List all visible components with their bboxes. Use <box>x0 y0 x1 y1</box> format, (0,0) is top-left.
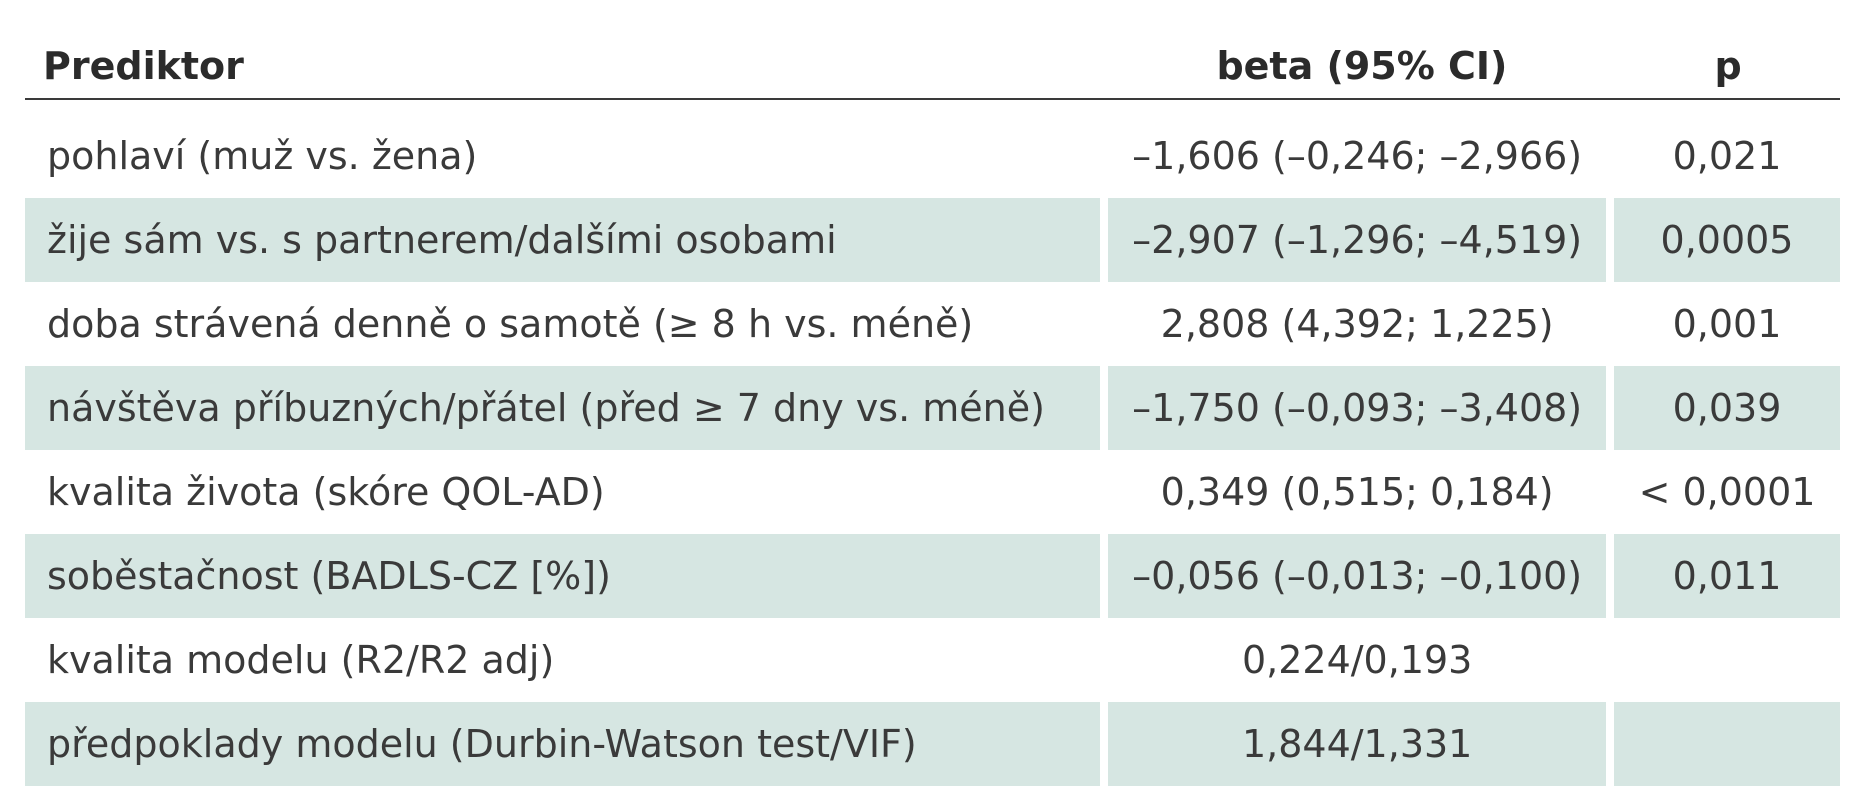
column-gap <box>1608 88 1617 98</box>
table-row: kvalita života (skóre QOL-AD) 0,349 (0,5… <box>25 450 1840 534</box>
column-gap <box>1606 450 1615 534</box>
cell-beta: –0,056 (–0,013; –0,100) <box>1108 534 1607 618</box>
column-gap <box>1100 702 1109 786</box>
cell-predictor: kvalita modelu (R2/R2 adj) <box>47 638 555 682</box>
table-row: předpoklady modelu (Durbin-Watson test/V… <box>25 702 1840 786</box>
cell-predictor: pohlaví (muž vs. žena) <box>47 134 478 178</box>
cell-predictor: kvalita života (skóre QOL-AD) <box>47 470 605 514</box>
cell-beta: 0,224/0,193 <box>1241 638 1473 682</box>
table-row: pohlaví (muž vs. žena) –1,606 (–0,246; –… <box>25 114 1840 198</box>
cell-p: 0,011 <box>1614 534 1840 618</box>
header-predictor: Prediktor <box>43 44 244 88</box>
cell-p: 0,021 <box>1672 134 1782 178</box>
column-gap <box>1100 450 1109 534</box>
cell-p: < 0,0001 <box>1638 470 1816 514</box>
cell-predictor: návštěva příbuzných/přátel (před ≥ 7 dny… <box>25 366 1101 450</box>
cell-beta: –1,606 (–0,246; –2,966) <box>1132 134 1583 178</box>
header-spacer <box>25 100 1840 114</box>
table-header-row: Prediktor beta (95% CI) p <box>25 30 1840 100</box>
table-row: návštěva příbuzných/přátel (před ≥ 7 dny… <box>25 366 1840 450</box>
cell-p: 0,0005 <box>1614 198 1840 282</box>
cell-beta: –1,750 (–0,093; –3,408) <box>1108 366 1607 450</box>
cell-beta: –2,907 (–1,296; –4,519) <box>1108 198 1607 282</box>
column-gap <box>1606 702 1615 786</box>
column-gap <box>1606 366 1615 450</box>
cell-predictor: předpoklady modelu (Durbin-Watson test/V… <box>25 702 1101 786</box>
cell-p: 0,039 <box>1614 366 1840 450</box>
column-gap <box>1100 618 1109 702</box>
cell-beta: 1,844/1,331 <box>1108 702 1607 786</box>
cell-predictor: soběstačnost (BADLS-CZ [%]) <box>25 534 1101 618</box>
column-gap <box>1606 198 1615 282</box>
table-row: soběstačnost (BADLS-CZ [%]) –0,056 (–0,0… <box>25 534 1840 618</box>
table-row: žije sám vs. s partnerem/dalšími osobami… <box>25 198 1840 282</box>
column-gap <box>1606 534 1615 618</box>
column-gap <box>1100 198 1109 282</box>
regression-table: Prediktor beta (95% CI) p pohlaví (muž v… <box>25 30 1840 786</box>
cell-predictor: doba strávená denně o samotě (≥ 8 h vs. … <box>47 302 974 346</box>
cell-predictor: žije sám vs. s partnerem/dalšími osobami <box>25 198 1101 282</box>
column-gap <box>1100 282 1109 366</box>
cell-p <box>1614 618 1840 702</box>
column-gap <box>1606 114 1615 198</box>
cell-beta: 0,349 (0,515; 0,184) <box>1160 470 1554 514</box>
column-gap <box>1107 88 1116 98</box>
column-gap <box>1100 534 1109 618</box>
column-gap <box>1606 282 1615 366</box>
table-row: kvalita modelu (R2/R2 adj) 0,224/0,193 <box>25 618 1840 702</box>
header-beta: beta (95% CI) <box>1216 44 1508 88</box>
column-gap <box>1606 618 1615 702</box>
cell-p <box>1614 702 1840 786</box>
header-p: p <box>1714 44 1742 88</box>
column-gap <box>1100 366 1109 450</box>
column-gap <box>1100 114 1109 198</box>
cell-beta: 2,808 (4,392; 1,225) <box>1160 302 1554 346</box>
cell-p: 0,001 <box>1672 302 1782 346</box>
table-row: doba strávená denně o samotě (≥ 8 h vs. … <box>25 282 1840 366</box>
